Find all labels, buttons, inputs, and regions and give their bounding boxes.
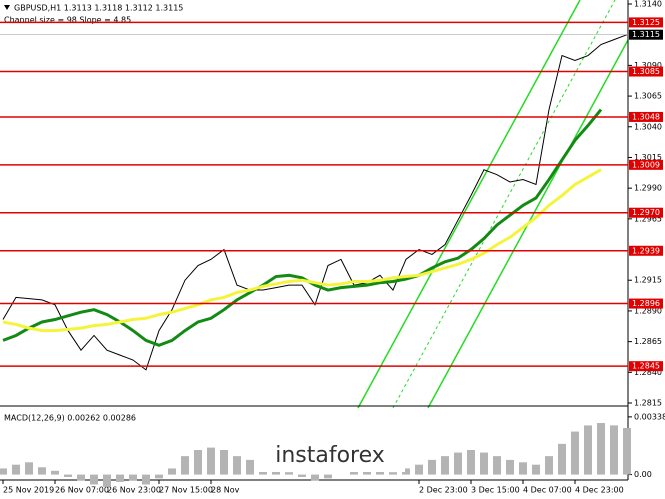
bar (116, 474, 124, 482)
bar (155, 474, 163, 479)
level-label: 1.3125 (632, 18, 660, 27)
level-label: 1.3085 (632, 67, 660, 76)
bar (402, 468, 410, 475)
x-tick-label: 28 Nov (211, 486, 240, 495)
y-tick-label: 1.2990 (634, 184, 662, 193)
level-label-box (629, 66, 663, 77)
bar (324, 474, 332, 479)
series-line (2, 168, 602, 333)
bar (454, 452, 462, 475)
level-label-box (629, 298, 663, 309)
y-tick-label: 0.00 (634, 470, 652, 479)
level-label-box (629, 207, 663, 218)
level-label: 1.2845 (632, 362, 660, 371)
bar (311, 474, 319, 481)
x-tick-label: 26 Nov 23:00 (107, 486, 161, 495)
watermark-box (255, 440, 405, 472)
bar (12, 464, 20, 475)
bar (493, 456, 501, 475)
bar (532, 464, 540, 475)
bar (181, 456, 189, 475)
y-tick-label: 1.3015 (634, 153, 662, 162)
x-tick-label: 27 Nov 15:00 (159, 486, 213, 495)
bar (610, 425, 618, 475)
bar (103, 474, 111, 487)
bar (545, 456, 553, 475)
bar (441, 456, 449, 475)
level-label-box (629, 361, 663, 372)
level-label: 1.3048 (632, 112, 660, 121)
current-price-label: 1.3115 (632, 30, 660, 39)
level-label-box (629, 111, 663, 122)
y-tick-label: 1.2965 (634, 214, 662, 223)
macd-title: MACD(12,26,9) 0.00262 0.00286 (4, 414, 136, 423)
y-tick-label: 1.3065 (634, 92, 662, 101)
level-label: 1.2970 (632, 208, 660, 217)
y-tick-label: 0.00338 (634, 412, 665, 421)
y-tick-label: 1.2840 (634, 368, 662, 377)
bar (480, 452, 488, 475)
bar (350, 470, 358, 475)
bar (64, 474, 72, 477)
bar (168, 468, 176, 475)
level-label-box (629, 159, 663, 170)
x-tick-label: 2 Dec 23:00 (419, 486, 468, 495)
channel-line (357, 0, 581, 409)
x-tick-label: 26 Nov 07:00 (55, 486, 109, 495)
bar (597, 423, 605, 475)
bar (233, 456, 241, 475)
level-label-box (629, 245, 663, 256)
y-tick-label: 1.3040 (634, 122, 662, 131)
bar (51, 470, 59, 475)
bar (571, 431, 579, 475)
bar (246, 459, 254, 475)
bar (207, 447, 215, 475)
y-tick-label: 1.3090 (634, 61, 662, 70)
bar (584, 425, 592, 475)
bar (415, 464, 423, 475)
x-tick-label: 4 Dec 07:00 (523, 486, 572, 495)
bar (25, 462, 33, 475)
y-tick-label: 1.3140 (634, 0, 662, 9)
bar (285, 472, 293, 475)
bar (558, 443, 566, 475)
bar (142, 474, 150, 485)
subtitle: Channel size = 98 Slope = 4.85 (4, 16, 131, 25)
bar (220, 450, 228, 475)
bar (389, 472, 397, 475)
bar (623, 427, 631, 475)
x-tick-label: 3 Dec 15:00 (471, 486, 520, 495)
bar (467, 450, 475, 475)
series-line (2, 34, 628, 371)
series-line (2, 108, 603, 347)
bar (194, 450, 202, 475)
bar (519, 462, 527, 475)
bar (298, 474, 306, 477)
current-price-box (629, 29, 663, 40)
bar (129, 474, 137, 481)
bar (90, 474, 98, 485)
chart-title: GBPUSD,H1 1.3113 1.3118 1.3112 1.3115 (14, 4, 183, 13)
y-tick-label: 1.2890 (634, 306, 662, 315)
bar (0, 468, 7, 475)
y-tick-label: 1.2865 (634, 337, 662, 346)
y-tick-label: 1.2915 (634, 276, 662, 285)
level-label: 1.3009 (632, 160, 660, 169)
bar (506, 459, 514, 475)
level-label-box (629, 17, 663, 28)
level-label: 1.2896 (632, 299, 660, 308)
bar (376, 469, 384, 475)
y-tick-label: 1.2815 (634, 399, 662, 408)
bar (77, 474, 85, 481)
level-label: 1.2939 (632, 246, 660, 255)
x-tick-label: 4 Dec 23:00 (575, 486, 624, 495)
title-arrow (4, 5, 10, 10)
bar (38, 467, 46, 475)
bar (428, 459, 436, 475)
watermark: instaforex (275, 443, 385, 468)
x-tick-label: 25 Nov 2019 (3, 486, 54, 495)
